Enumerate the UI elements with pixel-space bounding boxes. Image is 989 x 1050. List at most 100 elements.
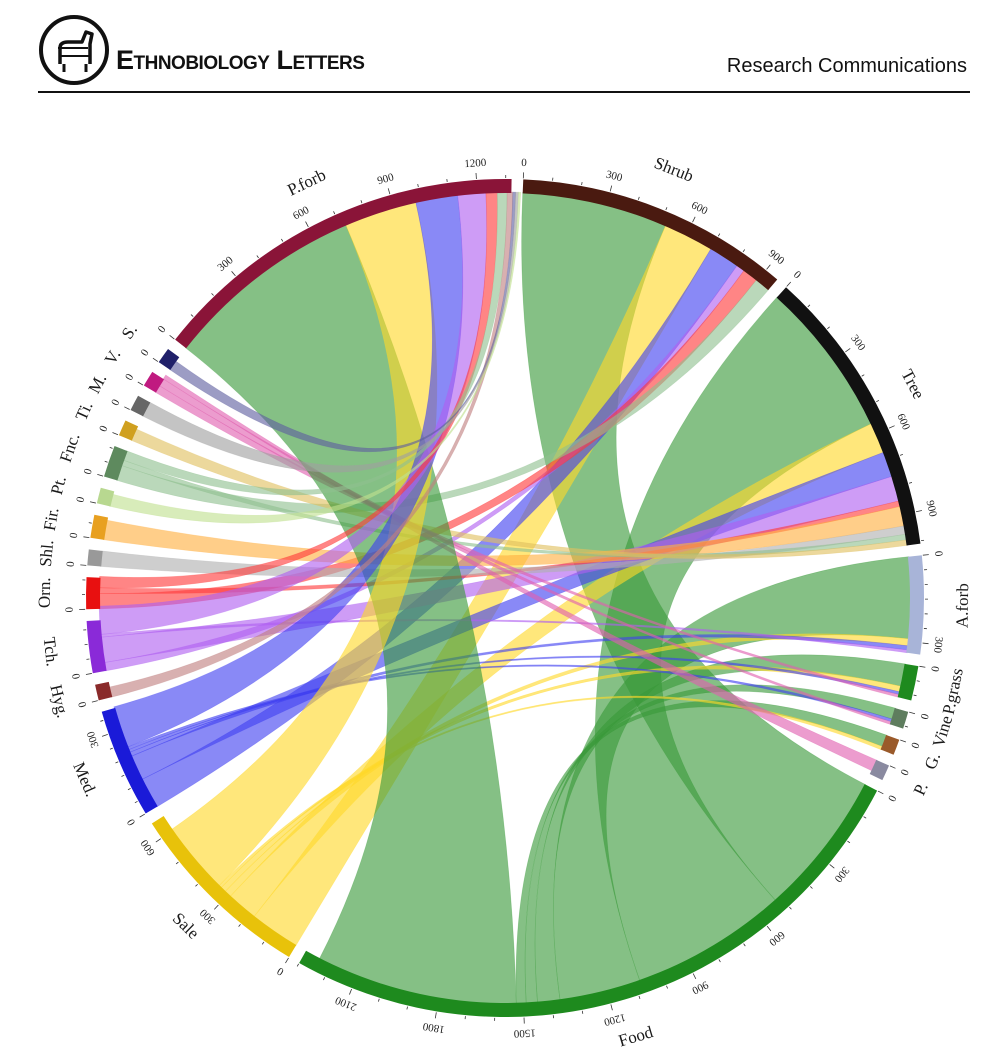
segment-arc	[880, 734, 900, 755]
segment-arc	[85, 577, 101, 610]
tick-label: 300	[831, 864, 851, 885]
tick-mark	[877, 790, 884, 795]
tick-mark	[899, 453, 903, 456]
tick-mark	[349, 988, 352, 995]
tick-mark	[101, 734, 108, 737]
tick-label: 0	[791, 269, 803, 282]
tick-mark	[692, 973, 697, 980]
tick-mark	[360, 200, 363, 204]
tick-mark	[909, 711, 916, 715]
segment-arc	[143, 371, 165, 393]
chord-ribbon	[162, 374, 878, 772]
tick-mark	[124, 406, 130, 410]
page-header: Ethnobiology Letters Research Communicat…	[0, 0, 989, 100]
tick-mark	[152, 357, 159, 362]
tick-mark	[845, 348, 851, 353]
journal-name: Ethnobiology Letters	[116, 45, 365, 75]
tick-label: 900	[924, 499, 939, 518]
tick-mark	[155, 838, 162, 843]
segment-label: Pt.	[47, 474, 70, 497]
segment-arc	[869, 759, 890, 781]
segment-label: Fnc.	[56, 430, 84, 464]
tick-label: 600	[291, 204, 312, 223]
tick-mark	[296, 963, 300, 967]
segment-label: Ti.	[72, 398, 97, 423]
tick-mark	[88, 522, 92, 524]
segment-label: Shl.	[36, 539, 58, 568]
segment-arc	[90, 514, 109, 540]
tick-mark	[387, 188, 391, 195]
header-divider	[38, 91, 970, 93]
tick-mark	[847, 840, 851, 844]
tick-mark	[922, 642, 929, 645]
segment-label: G.	[921, 750, 945, 772]
tick-mark	[238, 924, 241, 927]
tick-mark	[190, 314, 194, 317]
tick-mark	[919, 665, 926, 668]
tick-label: 0	[932, 550, 945, 557]
tick-mark	[323, 977, 326, 981]
segment-arc	[87, 549, 103, 567]
tick-mark	[717, 233, 721, 237]
segment-label: Fir.	[40, 506, 63, 532]
segment-arc	[101, 707, 158, 814]
tick-label: 0	[125, 816, 138, 827]
tick-mark	[766, 264, 771, 270]
tick-label: 300	[931, 636, 945, 654]
tick-mark	[915, 510, 923, 513]
tick-label: 0	[109, 397, 122, 408]
tick-mark	[137, 381, 144, 386]
tick-mark	[115, 761, 119, 764]
tick-mark	[922, 554, 929, 556]
tick-label: 900	[690, 978, 711, 996]
tick-mark	[333, 211, 336, 215]
tick-mark	[718, 959, 721, 963]
segment-label: Vine	[929, 713, 957, 749]
tick-mark	[305, 221, 309, 228]
tick-mark	[666, 985, 668, 989]
tick-label: 300	[605, 169, 624, 185]
tick-mark	[127, 788, 131, 791]
tick-mark	[175, 861, 179, 865]
tick-mark	[256, 255, 259, 259]
tick-label: 0	[70, 672, 83, 680]
segment-arc	[95, 681, 113, 701]
tick-label: 0	[74, 495, 87, 504]
tick-mark	[195, 883, 198, 887]
segment-arc	[175, 179, 512, 349]
segment-arc	[96, 487, 115, 507]
tick-mark	[109, 747, 113, 750]
tick-mark	[863, 816, 867, 819]
tick-mark	[406, 1006, 408, 1010]
segment-label: Tree	[897, 366, 928, 402]
tick-mark	[121, 774, 125, 777]
segment-label: M.	[85, 370, 111, 396]
tick-mark	[100, 720, 104, 722]
tick-label: 0	[156, 323, 169, 335]
tick-mark	[285, 957, 289, 964]
tick-label: 0	[97, 423, 110, 433]
tick-mark	[378, 998, 380, 1002]
segment-label: Med.	[69, 759, 100, 799]
tick-mark	[89, 501, 96, 504]
tick-mark	[789, 906, 792, 910]
tick-mark	[434, 1012, 437, 1019]
tick-mark	[908, 482, 913, 484]
segment-label: P.	[910, 780, 932, 799]
tick-label: 1500	[513, 1027, 536, 1040]
segment-arc	[104, 446, 128, 481]
segment-arc	[86, 620, 107, 674]
tick-mark	[876, 399, 880, 403]
tick-mark	[581, 1010, 584, 1014]
tick-mark	[889, 765, 896, 769]
segment-label: Food	[616, 1022, 655, 1050]
segment-arc	[151, 815, 297, 958]
tick-mark	[743, 943, 746, 947]
tick-mark	[827, 326, 830, 330]
tick-label: 0	[885, 793, 898, 804]
tick-label: 0	[82, 467, 95, 476]
segment-arc	[906, 555, 924, 655]
tick-label: 300	[215, 254, 236, 274]
tick-mark	[904, 725, 908, 728]
